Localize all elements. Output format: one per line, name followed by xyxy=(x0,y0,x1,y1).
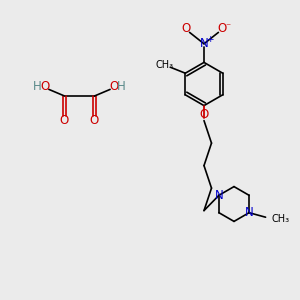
Text: N: N xyxy=(214,189,223,202)
Text: O: O xyxy=(218,22,226,35)
Text: O: O xyxy=(90,114,99,127)
Text: O: O xyxy=(60,114,69,127)
Text: O: O xyxy=(110,80,118,94)
Text: O: O xyxy=(182,22,190,35)
Text: ⁻: ⁻ xyxy=(225,22,231,32)
Text: N: N xyxy=(245,206,254,219)
Text: H: H xyxy=(117,80,126,94)
Text: CH₃: CH₃ xyxy=(272,214,290,224)
Text: N: N xyxy=(200,37,208,50)
Text: H: H xyxy=(33,80,42,94)
Text: CH₃: CH₃ xyxy=(155,60,173,70)
Text: +: + xyxy=(206,35,213,44)
Text: O: O xyxy=(40,80,50,94)
Text: O: O xyxy=(200,107,208,121)
